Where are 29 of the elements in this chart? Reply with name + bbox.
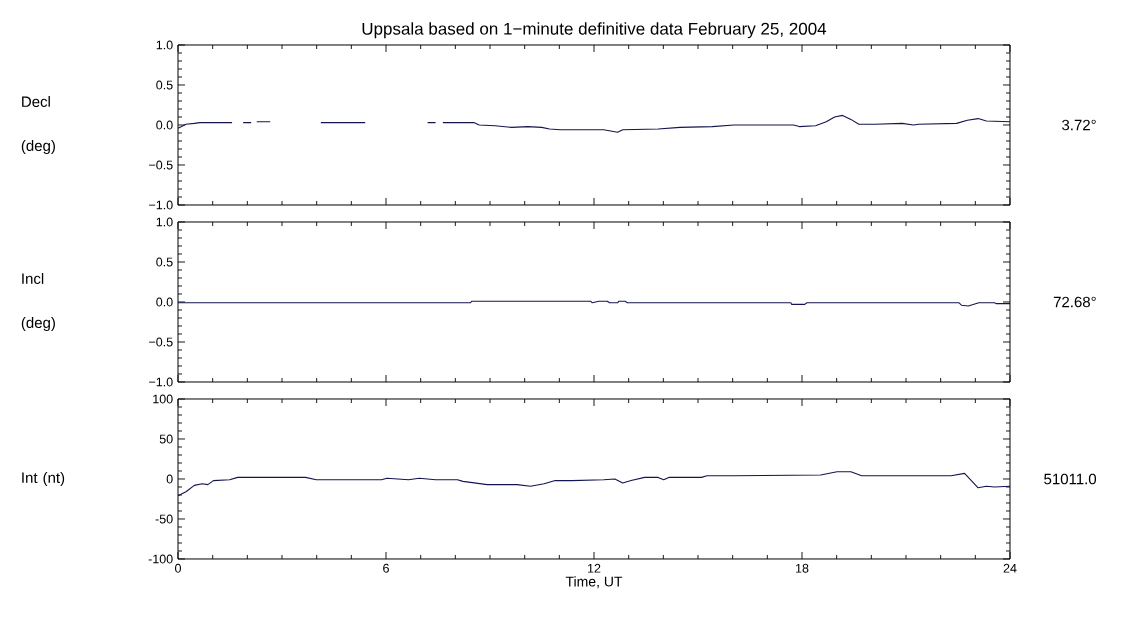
y-tick-label: 0.5 — [156, 257, 173, 267]
text: Decl (deg) — [21, 96, 55, 154]
x-tick-label: 0 — [175, 563, 181, 573]
y-tick-label: −1.0 — [149, 377, 173, 387]
y-tick-label: -50 — [155, 514, 173, 524]
text: 51011.0 — [1044, 473, 1097, 485]
y-tick-label: 0.0 — [156, 297, 173, 307]
y-tick-label: 1.0 — [156, 217, 173, 227]
x-tick-label: 6 — [383, 563, 389, 573]
y-tick-label: 0 — [166, 474, 173, 484]
chart-title: Uppsala based on 1−minute definitive data February 25, 2004 — [362, 22, 827, 39]
text: 3.72° — [1062, 119, 1096, 131]
text: Incl (deg) — [21, 273, 55, 331]
x-axis-title: Time, UT — [565, 576, 623, 589]
x-tick-label: 24 — [1003, 563, 1017, 573]
y-tick-label: 1.0 — [156, 40, 173, 50]
y-axis-title: Int (nt) — [22, 472, 65, 486]
y-tick-label: -100 — [148, 554, 173, 564]
y-tick-label: 50 — [159, 434, 173, 444]
text: 72.68° — [1053, 296, 1096, 308]
line-series — [177, 471, 1011, 497]
y-tick-label: −0.5 — [149, 160, 173, 170]
y-tick-label: −0.5 — [149, 337, 173, 347]
y-tick-label: −1.0 — [149, 200, 173, 210]
x-tick-label: 12 — [588, 563, 601, 573]
y-tick-label: 100 — [153, 394, 173, 404]
y-tick-label: 0.0 — [156, 120, 173, 130]
x-tick-label: 18 — [796, 563, 809, 573]
y-tick-label: 0.5 — [156, 80, 173, 90]
